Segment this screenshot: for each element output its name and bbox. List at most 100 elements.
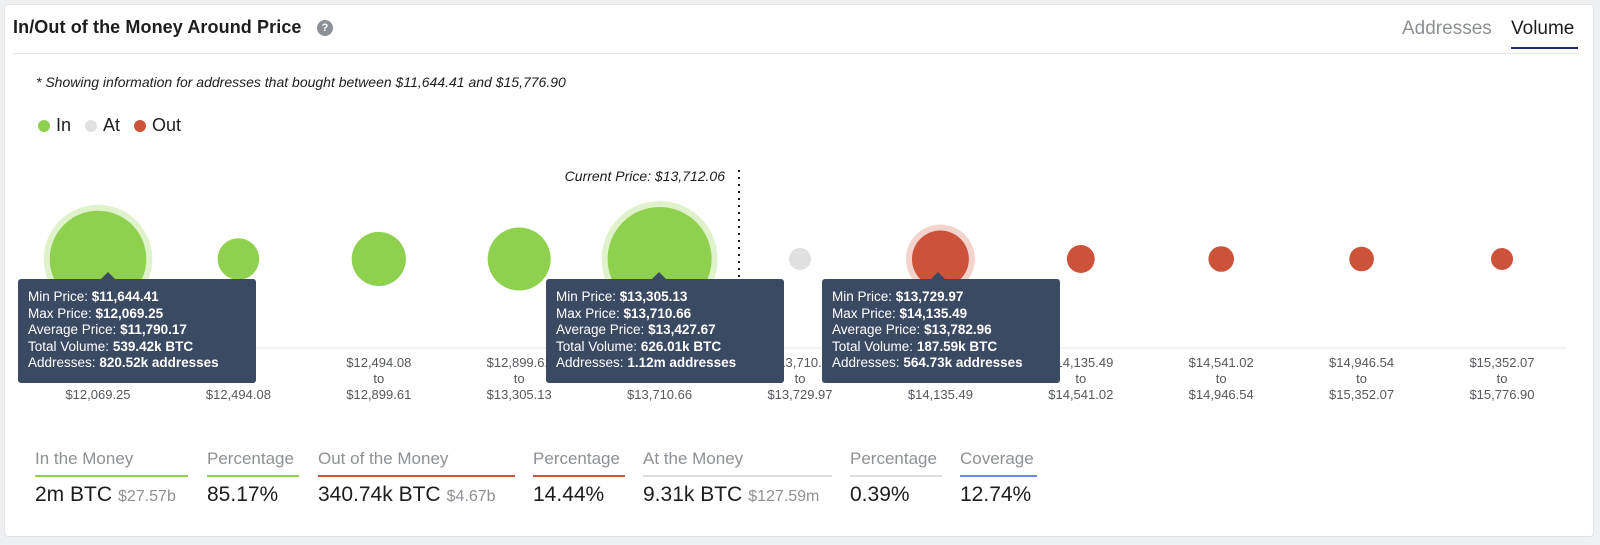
tooltip-avg-value: $11,790.17 bbox=[120, 322, 187, 337]
summary-at-pct-label: Percentage bbox=[850, 449, 942, 477]
tick-label-range-end: $13,729.97 bbox=[767, 387, 832, 402]
tick-label-range-end: $15,352.07 bbox=[1329, 387, 1394, 402]
legend-out-dot-icon bbox=[134, 119, 147, 132]
summary-out-money-value: 340.74k BTC bbox=[318, 483, 441, 506]
tick-label-to: to bbox=[795, 371, 806, 386]
summary-in-money-usd: $27.57b bbox=[118, 488, 176, 505]
summary-in-percentage: Percentage 85.17% bbox=[207, 449, 299, 507]
bubble-out bbox=[1349, 246, 1374, 272]
summary-coverage-label: Coverage bbox=[960, 449, 1037, 477]
summary-coverage: Coverage 12.74% bbox=[960, 449, 1037, 507]
tooltip-min-value: $13,729.97 bbox=[895, 289, 964, 304]
summary-at-money-usd: $127.59m bbox=[748, 488, 820, 505]
tick-label-from: $14,135.49 bbox=[1048, 355, 1113, 370]
tooltip-min-label: Min Price: bbox=[556, 289, 617, 304]
tab-volume[interactable]: Volume bbox=[1511, 18, 1575, 39]
summary-at-percentage: Percentage 0.39% bbox=[850, 449, 942, 507]
tooltip-vol-value: 539.42k BTC bbox=[112, 338, 194, 354]
tooltip-max-value: $13,710.66 bbox=[623, 305, 692, 321]
tooltip-addr-label: Addresses: bbox=[556, 355, 624, 370]
tick-label-range-end: $14,135.49 bbox=[908, 387, 973, 402]
summary-at-money-label: At the Money bbox=[643, 449, 832, 477]
tooltip-avg-label: Average Price: bbox=[28, 322, 117, 337]
legend: In At Out bbox=[38, 115, 195, 136]
bubble-out bbox=[1208, 246, 1235, 272]
active-tab-indicator bbox=[1511, 47, 1578, 49]
tick-label-to: to bbox=[373, 371, 384, 386]
tab-addresses[interactable]: Addresses bbox=[1402, 18, 1492, 39]
tooltip-vol-label: Total Volume: bbox=[832, 338, 914, 354]
tooltip-addr-value: 1.12m addresses bbox=[627, 355, 737, 370]
tick-label-to: to bbox=[1075, 371, 1086, 386]
tooltip-vol-value: 626.01k BTC bbox=[640, 338, 722, 354]
bubble-out bbox=[1066, 245, 1095, 273]
tooltip-max-label: Max Price: bbox=[28, 305, 92, 321]
tooltip-max-label: Max Price: bbox=[832, 305, 896, 321]
tick-label-from: $13,710.6 bbox=[771, 355, 829, 370]
tick-label-to: to bbox=[1216, 371, 1227, 386]
summary-in-money-value: 2m BTC bbox=[35, 483, 113, 506]
summary-out-pct-label: Percentage bbox=[533, 449, 625, 477]
bubble-at bbox=[789, 248, 811, 270]
tick-label-range-end: $14,541.02 bbox=[1048, 387, 1113, 402]
tick-label-range-end: $13,710.66 bbox=[627, 387, 692, 402]
summary-out-pct-value: 14.44% bbox=[533, 483, 605, 506]
legend-in-label: In bbox=[56, 115, 72, 135]
tick-label-to: to bbox=[1356, 371, 1367, 386]
legend-at-dot-icon bbox=[85, 119, 98, 132]
tooltip-addr-value: 564.73k addresses bbox=[903, 355, 1023, 370]
tooltip-min-value: $13,305.13 bbox=[619, 289, 688, 304]
page-title: In/Out of the Money Around Price bbox=[13, 17, 302, 37]
tooltip-vol-label: Total Volume: bbox=[28, 338, 110, 354]
tooltip-avg-label: Average Price: bbox=[832, 322, 921, 337]
summary-coverage-value: 12.74% bbox=[960, 483, 1032, 506]
tooltip-max-value: $14,135.49 bbox=[899, 305, 968, 321]
tooltip-bucket-5: Min Price: $13,305.13 Max Price: $13,710… bbox=[546, 272, 784, 383]
tooltip-max-value: $12,069.25 bbox=[95, 305, 164, 321]
summary-at-pct-value: 0.39% bbox=[850, 483, 910, 506]
bubble-out bbox=[1491, 248, 1513, 270]
tooltip-min-label: Min Price: bbox=[28, 289, 89, 304]
tooltip-vol-value: 187.59k BTC bbox=[916, 338, 998, 354]
summary-at-money-value: 9.31k BTC bbox=[643, 483, 743, 506]
tooltip-vol-label: Total Volume: bbox=[556, 338, 638, 354]
tooltip-avg-label: Average Price: bbox=[556, 322, 645, 337]
current-price-label: Current Price: $13,712.06 bbox=[565, 168, 726, 184]
tick-label-range-end: $12,899.61 bbox=[346, 387, 411, 402]
tooltip-avg-value: $13,427.67 bbox=[648, 322, 716, 337]
tooltip-min-value: $11,644.41 bbox=[91, 289, 159, 304]
tick-label-from: $12,494.08 bbox=[346, 355, 411, 370]
tick-label-from: $14,541.02 bbox=[1189, 355, 1254, 370]
tick-label-to: to bbox=[514, 371, 525, 386]
summary-at-money: At the Money 9.31k BTC $127.59m bbox=[643, 449, 832, 507]
bubble-in bbox=[217, 238, 260, 280]
tooltip-bucket-1: Min Price: $11,644.41 Max Price: $12,069… bbox=[18, 272, 256, 383]
question-icon[interactable]: ? bbox=[317, 20, 333, 36]
summary-in-money-label: In the Money bbox=[35, 449, 188, 477]
legend-item-in[interactable]: In bbox=[38, 115, 71, 136]
tick-label-range-end: $15,776.90 bbox=[1469, 387, 1534, 402]
legend-item-out[interactable]: Out bbox=[134, 115, 181, 136]
summary-out-money-usd: $4.67b bbox=[446, 488, 496, 505]
summary-in-pct-label: Percentage bbox=[207, 449, 299, 477]
legend-out-label: Out bbox=[152, 115, 182, 135]
bubble-in bbox=[487, 227, 551, 291]
range-note: * Showing information for addresses that… bbox=[36, 74, 566, 90]
summary-out-money: Out of the Money 340.74k BTC $4.67b bbox=[318, 449, 515, 507]
header-divider bbox=[13, 53, 1579, 54]
tooltip-addr-label: Addresses: bbox=[28, 355, 96, 370]
tick-label-to: to bbox=[1497, 371, 1508, 386]
tooltip-addr-label: Addresses: bbox=[832, 355, 900, 370]
tick-label-from: $14,946.54 bbox=[1329, 355, 1394, 370]
tick-label-range-end: $12,069.25 bbox=[65, 387, 130, 402]
summary-out-money-label: Out of the Money bbox=[318, 449, 515, 477]
legend-item-at[interactable]: At bbox=[85, 115, 120, 136]
summary-out-percentage: Percentage 14.44% bbox=[533, 449, 625, 507]
bubble-out bbox=[911, 230, 969, 288]
tooltip-max-label: Max Price: bbox=[556, 305, 620, 321]
tick-label-range-end: $13,305.13 bbox=[487, 387, 552, 402]
tick-label-from: $12,899.61 bbox=[487, 355, 552, 370]
tooltip-avg-value: $13,782.96 bbox=[924, 322, 992, 337]
legend-in-dot-icon bbox=[38, 119, 50, 132]
tooltip-bucket-7: Min Price: $13,729.97 Max Price: $14,135… bbox=[822, 272, 1060, 383]
